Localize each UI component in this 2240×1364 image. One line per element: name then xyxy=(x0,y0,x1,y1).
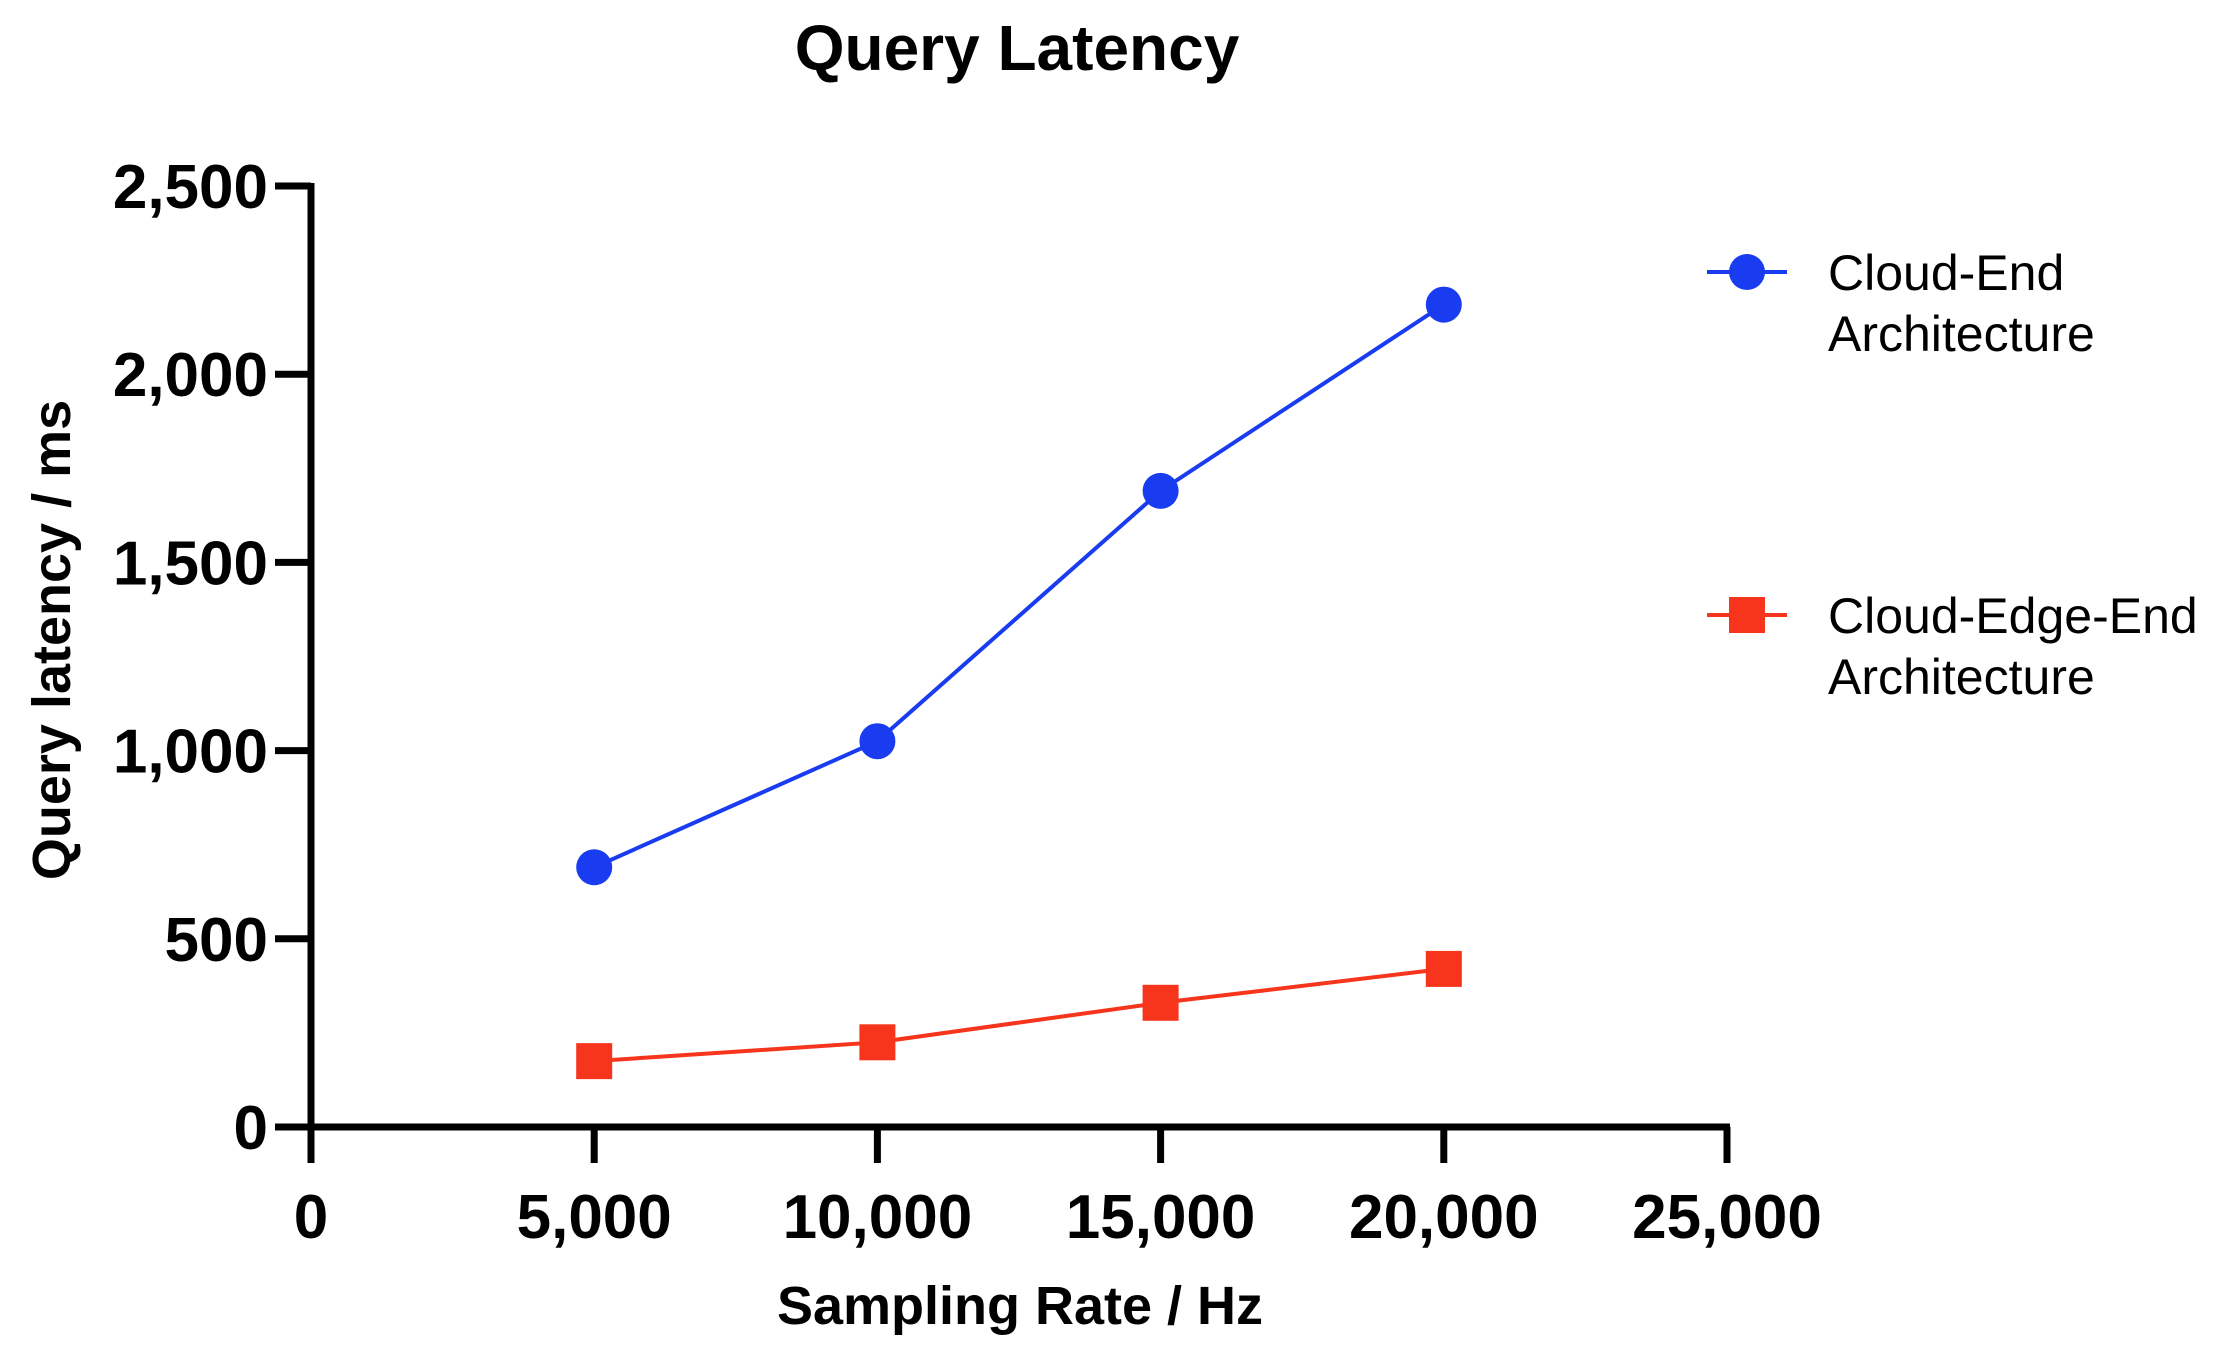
data-point xyxy=(1142,984,1179,1021)
legend-label: Architecture xyxy=(1828,306,2095,362)
data-point xyxy=(1425,950,1462,987)
axes xyxy=(307,183,1730,1131)
x-tick-label: 15,000 xyxy=(1066,1183,1256,1252)
legend-marker xyxy=(1729,597,1765,633)
x-tick-label: 25,000 xyxy=(1632,1183,1822,1252)
y-tick-label: 2,000 xyxy=(113,341,268,410)
series-2 xyxy=(576,950,1462,1080)
data-point xyxy=(859,1024,896,1061)
x-ticks: 0 5,000 10,000 15,000 20,000 25,000 xyxy=(294,1127,1822,1252)
y-tick-label: 1,000 xyxy=(113,718,268,787)
legend-label: Architecture xyxy=(1828,649,2095,705)
y-tick-label: 500 xyxy=(165,906,268,975)
series-1 xyxy=(576,286,1462,886)
x-tick-label: 0 xyxy=(294,1183,328,1252)
legend-label: Cloud-End xyxy=(1828,245,2064,301)
series-line xyxy=(593,302,1445,870)
chart-title: Query Latency xyxy=(795,12,1240,84)
y-ticks: 0 500 1,000 1,500 2,000 2,500 xyxy=(113,153,311,1163)
y-tick-label: 0 xyxy=(234,1094,268,1163)
x-tick-label: 5,000 xyxy=(517,1183,672,1252)
data-point xyxy=(1425,286,1462,323)
data-point xyxy=(859,723,896,760)
series-line xyxy=(594,966,1445,1064)
data-point xyxy=(576,1043,613,1080)
x-axis-title: Sampling Rate / Hz xyxy=(777,1276,1263,1336)
x-tick-label: 20,000 xyxy=(1349,1183,1539,1252)
data-point xyxy=(1142,472,1179,509)
data-point xyxy=(576,849,613,886)
legend-label: Cloud-Edge-End xyxy=(1828,588,2198,644)
y-tick-label: 1,500 xyxy=(113,529,268,598)
y-axis-title: Query latency / ms xyxy=(22,400,82,880)
legend: Cloud-EndArchitectureCloud-Edge-EndArchi… xyxy=(1707,245,2198,705)
y-tick-label: 2,500 xyxy=(113,153,268,222)
legend-marker xyxy=(1729,254,1765,290)
plot-area xyxy=(576,286,1462,1080)
x-tick-label: 10,000 xyxy=(783,1183,973,1252)
